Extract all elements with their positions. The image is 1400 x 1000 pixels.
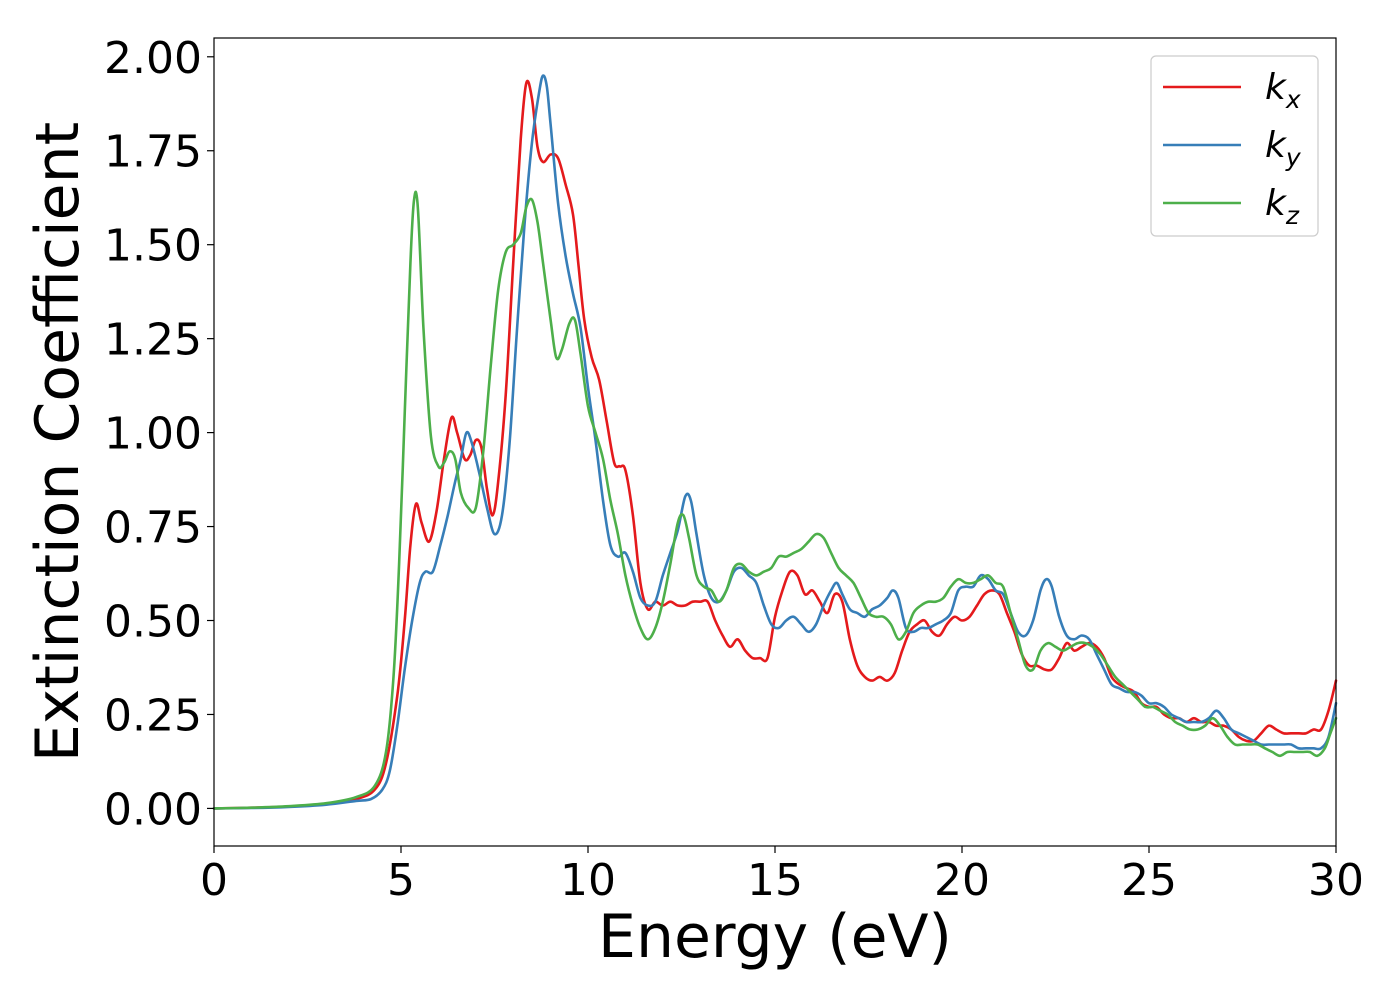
y-axis-title: Extinction Coefficient <box>23 122 93 762</box>
x-axis-title: Energy (eV) <box>598 902 952 972</box>
y-tick-label: 0.75 <box>104 503 202 554</box>
legend-label-base: k <box>1265 183 1288 224</box>
series-line-z <box>212 190 1338 810</box>
x-tick-label: 25 <box>1121 855 1177 906</box>
x-tick-label: 30 <box>1308 855 1364 906</box>
x-tick-label: 15 <box>747 855 803 906</box>
legend-label-subscript: z <box>1285 201 1300 230</box>
legend-label-base: k <box>1265 125 1288 166</box>
y-tick-label: 1.25 <box>104 315 202 366</box>
y-tick-label: 1.00 <box>104 409 202 460</box>
series-line-y <box>212 74 1338 810</box>
y-tick-label: 2.00 <box>104 33 202 84</box>
legend-label-y: ky <box>1265 125 1302 172</box>
x-tick-label: 5 <box>387 855 415 906</box>
series-layer <box>212 74 1338 810</box>
legend-label-x: kx <box>1265 67 1301 114</box>
y-tick-label: 0.00 <box>104 784 202 835</box>
y-tick-label: 1.50 <box>104 221 202 272</box>
y-tick-label: 1.75 <box>104 127 202 178</box>
series-line-x <box>212 79 1338 810</box>
x-tick-label: 0 <box>200 855 228 906</box>
legend-label-base: k <box>1265 67 1288 108</box>
x-tick-label: 20 <box>934 855 990 906</box>
y-tick-label: 0.25 <box>104 690 202 741</box>
legend-label-subscript: y <box>1285 143 1302 172</box>
legend-label-z: kz <box>1265 183 1300 230</box>
legend-label-subscript: x <box>1285 85 1301 114</box>
y-axis-ticks: 0.00 0.25 0.50 0.75 1.00 1.25 1.50 1.75 2.00 <box>104 33 214 835</box>
x-axis-ticks: 0 5 10 15 20 25 30 <box>200 846 1364 906</box>
x-tick-label: 10 <box>560 855 616 906</box>
y-tick-label: 0.50 <box>104 597 202 648</box>
